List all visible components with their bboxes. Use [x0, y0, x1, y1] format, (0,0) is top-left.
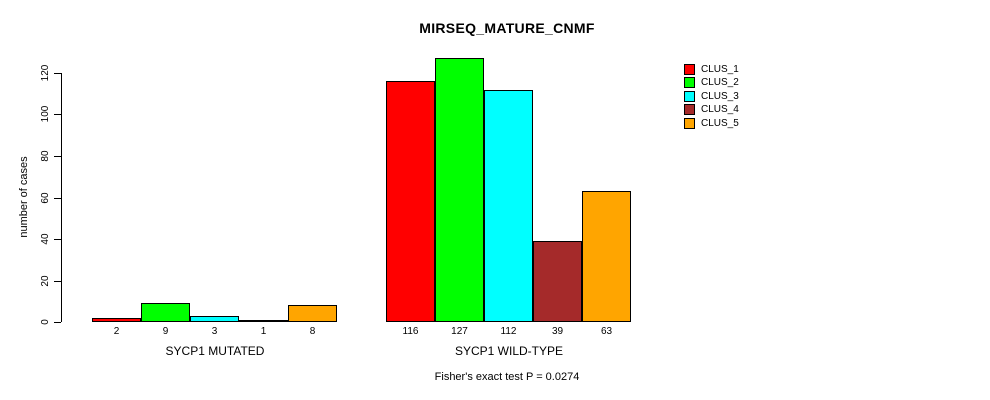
y-tick: [54, 114, 61, 115]
bar-clus_5-mutated: [288, 305, 337, 322]
y-tick-label: 100: [40, 105, 51, 123]
bar-value-label: 8: [309, 326, 316, 337]
bar-clus_4-wild-type: [533, 241, 582, 322]
bar-clus_4-mutated: [239, 320, 288, 322]
bar-value-label: 127: [451, 326, 468, 337]
bar-value-label: 116: [402, 326, 419, 337]
chart-title: MIRSEQ_MATURE_CNMF: [419, 20, 595, 36]
y-tick: [54, 322, 61, 323]
legend-label: CLUS_5: [701, 118, 739, 129]
bar-clus_2-wild-type: [435, 58, 484, 322]
legend-item: CLUS_2: [684, 76, 739, 89]
legend-label: CLUS_3: [701, 91, 739, 102]
group-label: SYCP1 MUTATED: [165, 344, 265, 358]
bar-value-label: 9: [162, 326, 169, 337]
legend-item: CLUS_3: [684, 90, 739, 103]
legend-swatch: [684, 104, 695, 115]
y-tick-label: 40: [40, 233, 51, 245]
y-tick: [54, 73, 61, 74]
y-axis-label: number of cases: [18, 156, 30, 238]
y-tick-label: 60: [40, 192, 51, 204]
legend-swatch: [684, 64, 695, 75]
y-tick-label: 120: [40, 64, 51, 82]
legend-label: CLUS_4: [701, 104, 739, 115]
y-axis-line: [61, 73, 62, 322]
bar-value-label: 112: [500, 326, 517, 337]
legend-swatch: [684, 118, 695, 129]
y-tick-label: 0: [40, 319, 51, 325]
fisher-test-caption: Fisher's exact test P = 0.0274: [434, 371, 580, 383]
y-tick: [54, 239, 61, 240]
bar-clus_2-mutated: [141, 303, 190, 322]
bar-clus_1-mutated: [92, 318, 141, 322]
bar-value-label: 3: [211, 326, 218, 337]
legend-item: CLUS_4: [684, 103, 739, 116]
y-tick-label: 80: [40, 150, 51, 162]
bar-value-label: 2: [113, 326, 120, 337]
bar-clus_1-wild-type: [386, 81, 435, 322]
bar-value-label: 1: [260, 326, 267, 337]
legend-label: CLUS_1: [701, 64, 739, 75]
legend-swatch: [684, 91, 695, 102]
legend-swatch: [684, 77, 695, 88]
legend-label: CLUS_2: [701, 77, 739, 88]
bar-clus_3-mutated: [190, 316, 239, 322]
bar-value-label: 63: [600, 326, 613, 337]
legend-item: CLUS_5: [684, 117, 739, 130]
bar-clus_5-wild-type: [582, 191, 631, 322]
y-tick: [54, 198, 61, 199]
y-tick: [54, 281, 61, 282]
bar-clus_3-wild-type: [484, 90, 533, 322]
y-tick-label: 20: [40, 275, 51, 287]
group-label: SYCP1 WILD-TYPE: [454, 344, 564, 358]
bar-value-label: 39: [551, 326, 564, 337]
y-tick: [54, 156, 61, 157]
legend-item: CLUS_1: [684, 63, 739, 76]
